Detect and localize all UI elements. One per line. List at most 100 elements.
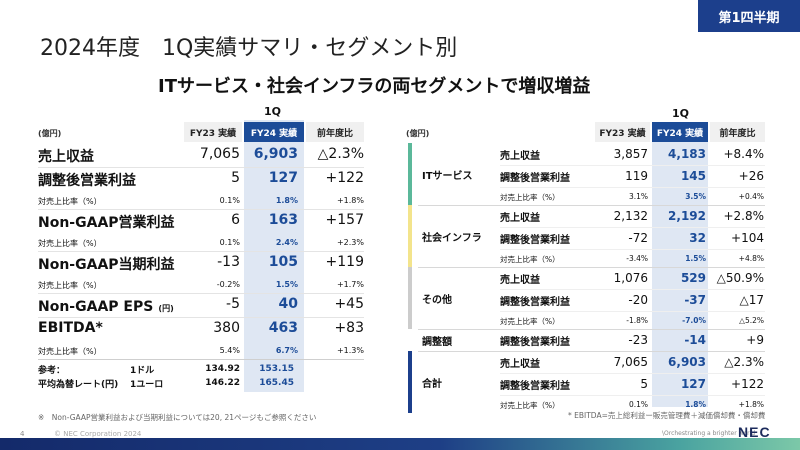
left-col-fy24: FY24 実績: [244, 122, 304, 142]
fy24-value: 40: [278, 296, 298, 312]
right-table-row: 対売上比率（%） 0.1% 1.8% +1.8%: [500, 395, 765, 413]
row-label: 売上収益: [38, 149, 94, 165]
fy24-value: 1.5%: [685, 254, 706, 263]
right-table-row: 調整後営業利益 -20 -37 △17: [500, 289, 765, 311]
fy24-value: 105: [268, 254, 298, 270]
fy23-value: 3,857: [613, 147, 648, 161]
row-divider: [38, 167, 364, 168]
right-table-row: 対売上比率（%） 3.1% 3.5% +0.4%: [500, 187, 765, 205]
row-divider: [500, 187, 765, 188]
row-label: Non-GAAP EPS: [38, 299, 154, 315]
fy23-value: -20: [628, 293, 648, 307]
row-label: 対売上比率（%）: [500, 317, 560, 326]
fy24-value: -14: [684, 333, 706, 347]
fy24-value: 145: [680, 169, 706, 183]
row-label: 対売上比率（%）: [38, 281, 102, 290]
fx-divider: [38, 359, 364, 360]
fy24-value: 127: [680, 377, 706, 391]
right-table-row: 調整後営業利益 -72 32 +104: [500, 227, 765, 249]
fy23-value: 5.4%: [219, 346, 240, 355]
row-divider: [500, 289, 765, 290]
page-subtitle: ITサービス・社会インフラの両セグメントで増収増益: [158, 76, 591, 97]
row-label-unit: (円): [158, 304, 174, 313]
fx-label: 平均為替レート(円): [38, 379, 119, 390]
row-label: Non-GAAP当期利益: [38, 257, 175, 273]
fy23-value: 5: [640, 377, 648, 391]
fx-label: 参考：: [38, 365, 66, 376]
row-label: 対売上比率（%）: [500, 401, 560, 410]
left-col-fy23: FY23 実績: [184, 122, 242, 142]
segment-name: ITサービス: [422, 171, 473, 182]
fy23-value: 5: [231, 170, 240, 186]
right-table-row: 売上収益 7,065 6,903 △2.3%: [500, 351, 765, 373]
fy23-value: 7,065: [199, 146, 240, 162]
fy24-value: 1.8%: [275, 196, 298, 205]
left-table-row: 対売上比率（%） 0.1% 2.4% +2.3%: [38, 233, 364, 251]
left-col-yoy: 前年度比: [306, 122, 364, 142]
segment-name: 社会インフラ: [422, 233, 482, 244]
fy24-value: 1.5%: [275, 280, 298, 289]
right-period-label: 1Q: [672, 107, 690, 120]
fy23-value: -23: [628, 333, 648, 347]
fy24-value: -7.0%: [682, 316, 706, 325]
yoy-value: +119: [325, 254, 364, 270]
row-divider: [500, 311, 765, 312]
yoy-value: +2.8%: [723, 209, 764, 223]
fy24-value: -37: [684, 293, 706, 307]
segment-name: その他: [422, 295, 452, 306]
yoy-value: +9: [746, 333, 764, 347]
segment-color-bar: [408, 351, 412, 413]
right-fy24-highlight: [652, 122, 708, 407]
left-table-row: 売上収益 7,065 6,903 △2.3%: [38, 143, 364, 167]
row-label: 対売上比率（%）: [38, 347, 102, 356]
yoy-value: +1.7%: [336, 280, 364, 289]
row-label: 対売上比率（%）: [38, 197, 102, 206]
right-table-row: 調整後営業利益 -23 -14 +9: [500, 329, 765, 351]
left-fy24-highlight: [244, 120, 304, 392]
yoy-value: +122: [731, 377, 764, 391]
right-col-fy24: FY24 実績: [652, 122, 708, 142]
yoy-value: △5.2%: [739, 316, 764, 325]
row-divider: [500, 373, 765, 374]
segment-divider: [418, 205, 765, 206]
row-divider: [38, 293, 364, 294]
fx-currency: 1ドル: [130, 365, 155, 376]
segment-color-bar: [408, 205, 412, 267]
fy24-value: 6,903: [253, 146, 298, 162]
right-table-row: 調整後営業利益 119 145 +26: [500, 165, 765, 187]
fx-fy23: 146.22: [205, 378, 240, 388]
segment-color-bar: [408, 143, 412, 205]
row-divider: [38, 251, 364, 252]
fy23-value: -5: [226, 296, 240, 312]
right-table-row: 対売上比率（%） -3.4% 1.5% +4.8%: [500, 249, 765, 267]
left-table-row: Non-GAAP EPS (円) -5 40 +45: [38, 293, 364, 317]
yoy-value: +157: [325, 212, 364, 228]
right-table-row: 対売上比率（%） -1.8% -7.0% △5.2%: [500, 311, 765, 329]
row-divider: [38, 317, 364, 318]
row-label: Non-GAAP営業利益: [38, 215, 175, 231]
yoy-value: △2.3%: [724, 355, 764, 369]
fy23-value: 0.1%: [628, 400, 648, 409]
segment-divider: [418, 351, 765, 352]
yoy-value: +1.8%: [738, 400, 764, 409]
row-label: 調整後営業利益: [500, 381, 570, 392]
fy23-value: -0.2%: [216, 280, 240, 289]
fy23-value: 380: [213, 320, 240, 336]
yoy-value: +122: [325, 170, 364, 186]
row-divider: [500, 249, 765, 250]
fy23-value: -13: [217, 254, 240, 270]
page-number: 4: [20, 430, 25, 438]
fy24-value: 163: [268, 212, 298, 228]
fy23-value: -72: [628, 231, 648, 245]
yoy-value: +4.8%: [738, 254, 764, 263]
fx-fy23: 134.92: [205, 364, 240, 374]
nec-logo: NEC: [738, 424, 771, 440]
right-table-row: 売上収益 3,857 4,183 +8.4%: [500, 143, 765, 165]
fx-currency: 1ユーロ: [130, 379, 164, 390]
fx-row: 参考： 1ドル 134.92 153.15: [38, 362, 364, 376]
page-title: 2024年度 1Q実績サマリ・セグメント別: [40, 36, 458, 61]
fy24-value: 4,183: [668, 147, 706, 161]
fy23-value: 1,076: [613, 271, 648, 285]
row-label: 売上収益: [500, 359, 540, 370]
yoy-value: +26: [738, 169, 764, 183]
